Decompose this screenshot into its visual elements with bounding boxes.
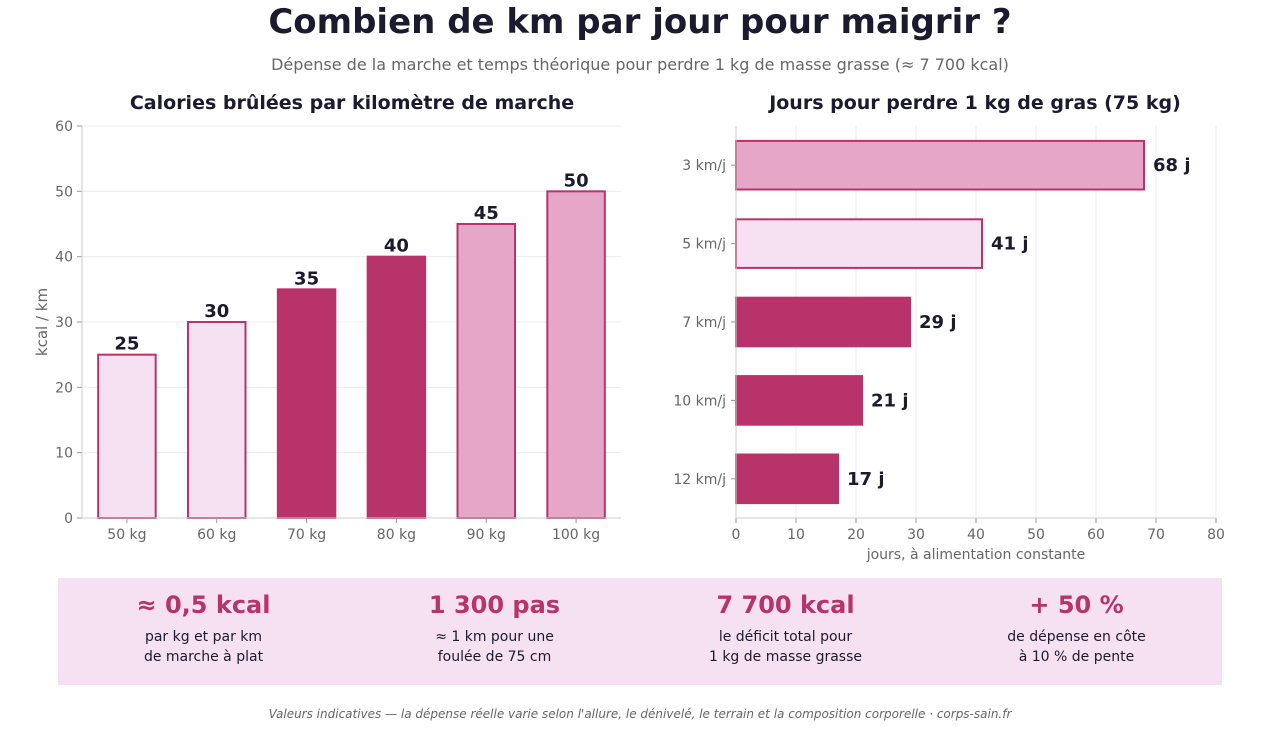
bar-value-label: 50 bbox=[564, 170, 589, 191]
x-tick-label: 50 bbox=[1027, 527, 1045, 543]
bar-value-label: 35 bbox=[294, 268, 319, 289]
bar-value-label: 40 bbox=[384, 236, 409, 257]
stat-value: + 50 % bbox=[1029, 591, 1124, 619]
bar bbox=[735, 139, 1145, 191]
stat-description-line: par kg et par km bbox=[144, 629, 263, 645]
key-figures-panel: ≈ 0,5 kcal par kg et par km de marche à … bbox=[58, 578, 1222, 685]
bar-value-label: 30 bbox=[204, 301, 229, 322]
bar bbox=[97, 353, 157, 519]
x-tick-label: 40 bbox=[967, 527, 985, 543]
y-tick-label: 60 bbox=[55, 119, 73, 135]
y-tick-label: 12 km/j bbox=[673, 472, 726, 488]
stat-description-line: ≈ 1 km pour une bbox=[435, 629, 554, 645]
x-tick-label: 70 bbox=[1147, 527, 1165, 543]
stat-description: ≈ 1 km pour une foulée de 75 cm bbox=[349, 627, 640, 667]
y-tick-label: 10 bbox=[55, 446, 73, 462]
bar-value-label: 17 j bbox=[847, 469, 885, 490]
y-tick-label: 20 bbox=[55, 380, 73, 396]
bar-value-label: 68 j bbox=[1153, 155, 1191, 176]
y-tick-label: 3 km/j bbox=[682, 158, 726, 174]
x-axis-label: jours, à alimentation constante bbox=[866, 547, 1086, 563]
stat-card: 7 700 kcal le déficit total pour 1 kg de… bbox=[640, 578, 931, 685]
bar bbox=[735, 375, 863, 426]
x-tick-label: 60 bbox=[1087, 527, 1105, 543]
page-subtitle: Dépense de la marche et temps théorique … bbox=[271, 55, 1009, 74]
stat-description-line: de marche à plat bbox=[143, 649, 264, 665]
bar-value-label: 45 bbox=[474, 203, 499, 224]
stat-value: 1 300 pas bbox=[428, 591, 561, 619]
page-title: Combien de km par jour pour maigrir ? bbox=[268, 2, 1012, 42]
y-tick-label: 50 bbox=[55, 184, 73, 200]
x-tick-label: 50 kg bbox=[107, 527, 146, 543]
bar-value-label: 25 bbox=[114, 334, 139, 355]
x-tick-label: 80 bbox=[1207, 527, 1225, 543]
x-tick-label: 90 kg bbox=[467, 527, 506, 543]
calories-per-km-chart: Calories brûlées par kilomètre de marche… bbox=[33, 92, 621, 543]
x-tick-label: 80 kg bbox=[377, 527, 416, 543]
y-tick-label: 30 bbox=[55, 315, 73, 331]
bar bbox=[546, 190, 606, 519]
bar bbox=[187, 321, 247, 519]
y-tick-label: 0 bbox=[64, 511, 73, 527]
stat-card: + 50 % de dépense en côte à 10 % de pent… bbox=[931, 578, 1222, 685]
stat-description-line: à 10 % de pente bbox=[1018, 649, 1135, 665]
bar bbox=[276, 288, 337, 520]
bar bbox=[456, 223, 516, 519]
days-to-lose-1kg-chart: Jours pour perdre 1 kg de gras (75 kg) j… bbox=[673, 92, 1225, 563]
chart-title: Jours pour perdre 1 kg de gras (75 kg) bbox=[767, 92, 1181, 114]
stat-description: le déficit total pour 1 kg de masse gras… bbox=[640, 627, 931, 667]
x-tick-label: 70 kg bbox=[287, 527, 326, 543]
x-tick-label: 0 bbox=[732, 527, 741, 543]
bar-value-label: 29 j bbox=[919, 312, 957, 333]
y-tick-label: 7 km/j bbox=[682, 315, 726, 331]
y-tick-label: 10 km/j bbox=[673, 393, 726, 409]
stat-value: 7 700 kcal bbox=[716, 591, 855, 619]
x-tick-label: 10 bbox=[787, 527, 805, 543]
bar-value-label: 21 j bbox=[871, 390, 909, 411]
stat-description: de dépense en côte à 10 % de pente bbox=[931, 627, 1222, 667]
x-tick-label: 100 kg bbox=[552, 527, 600, 543]
chart-title: Calories brûlées par kilomètre de marche bbox=[130, 92, 574, 114]
stat-card: ≈ 0,5 kcal par kg et par km de marche à … bbox=[58, 578, 349, 685]
stat-value: ≈ 0,5 kcal bbox=[136, 591, 271, 619]
stat-description: par kg et par km de marche à plat bbox=[58, 627, 349, 667]
x-tick-label: 60 kg bbox=[197, 527, 236, 543]
bar bbox=[735, 453, 839, 505]
bar bbox=[735, 218, 983, 269]
bar-value-label: 41 j bbox=[991, 234, 1029, 255]
y-tick-label: 40 bbox=[55, 250, 73, 266]
x-tick-label: 20 bbox=[847, 527, 865, 543]
stat-description-line: de dépense en côte bbox=[1007, 629, 1146, 645]
y-tick-label: 5 km/j bbox=[682, 237, 726, 253]
stat-description-line: 1 kg de masse grasse bbox=[708, 649, 863, 665]
stat-description-line: le déficit total pour bbox=[718, 629, 853, 645]
bar bbox=[366, 255, 427, 519]
x-tick-label: 30 bbox=[907, 527, 925, 543]
stat-card: 1 300 pas ≈ 1 km pour une foulée de 75 c… bbox=[349, 578, 640, 685]
y-axis-label: kcal / km bbox=[33, 288, 51, 356]
stat-description-line: foulée de 75 cm bbox=[437, 649, 552, 665]
bar bbox=[735, 296, 911, 348]
footer-note: Valeurs indicatives — la dépense réelle … bbox=[268, 707, 1012, 721]
